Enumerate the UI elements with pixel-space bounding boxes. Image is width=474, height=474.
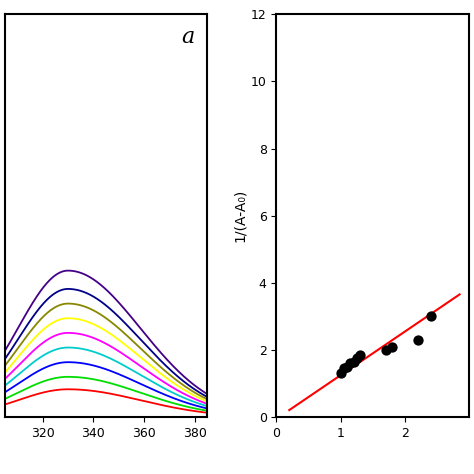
Point bbox=[353, 355, 361, 362]
Text: a: a bbox=[181, 27, 194, 48]
Point bbox=[356, 351, 364, 359]
Y-axis label: 1/(A-A₀): 1/(A-A₀) bbox=[233, 189, 246, 242]
Point bbox=[350, 358, 357, 365]
Point bbox=[382, 346, 390, 354]
Point bbox=[414, 336, 422, 344]
Point bbox=[343, 363, 351, 371]
Point bbox=[427, 313, 435, 320]
Point bbox=[340, 365, 348, 372]
Point bbox=[388, 343, 396, 350]
Point bbox=[337, 370, 345, 377]
Point bbox=[346, 360, 354, 367]
